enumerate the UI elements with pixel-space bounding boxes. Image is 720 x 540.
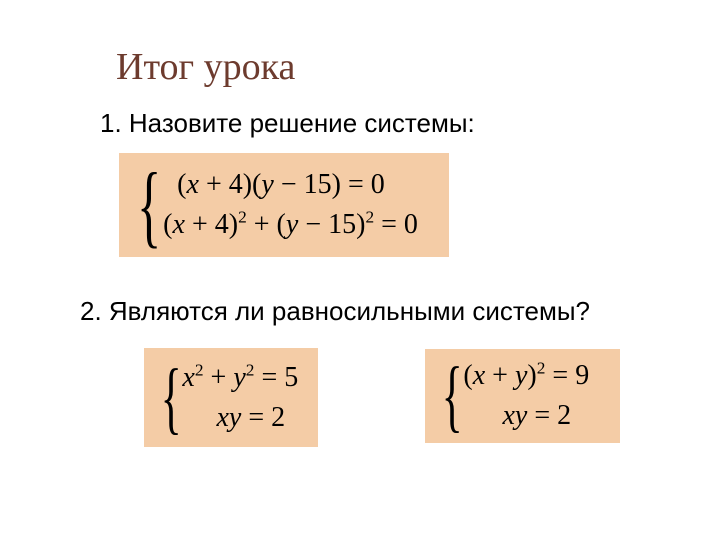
question-1: 1. Назовите решение системы: xyxy=(100,108,475,139)
eq-rhs: 2 xyxy=(271,402,285,433)
system-2a-equations: x2 + y2 = 5 xy = 2 xyxy=(182,361,298,434)
system-1-eq-2: (x + 4)2 + (y − 15)2 = 0 xyxy=(163,208,418,242)
system-2b-box: { (x + y)2 = 9 xy = 2 xyxy=(425,349,620,443)
system-1-eq-1: (x + 4)(y − 15) = 0 xyxy=(163,168,418,202)
eq-rhs: 0 xyxy=(404,209,418,240)
system-2a-eq-1: x2 + y2 = 5 xyxy=(182,361,298,395)
brace-icon: { xyxy=(161,362,182,434)
system-2a-box: { x2 + y2 = 5 xy = 2 xyxy=(144,348,318,447)
eq-rhs: 9 xyxy=(575,360,589,391)
eq-rhs: 5 xyxy=(284,362,298,393)
system-1-equations: (x + 4)(y − 15) = 0 (x + 4)2 + (y − 15)2… xyxy=(163,168,418,241)
system-2b-eq-1: (x + y)2 = 9 xyxy=(463,359,589,393)
system-2b-equations: (x + y)2 = 9 xy = 2 xyxy=(463,359,589,432)
system-2a-eq-2: xy = 2 xyxy=(182,401,298,435)
slide-title: Итог урока xyxy=(116,45,295,89)
brace-icon: { xyxy=(137,164,161,247)
question-2: 2. Являются ли равносильными системы? xyxy=(80,296,590,327)
brace-icon: { xyxy=(442,360,463,432)
eq-rhs: 2 xyxy=(557,400,571,431)
eq-rhs: 0 xyxy=(371,169,385,200)
system-1-box: { (x + 4)(y − 15) = 0 (x + 4)2 + (y − 15… xyxy=(119,153,449,257)
system-2b-eq-2: xy = 2 xyxy=(463,399,589,433)
